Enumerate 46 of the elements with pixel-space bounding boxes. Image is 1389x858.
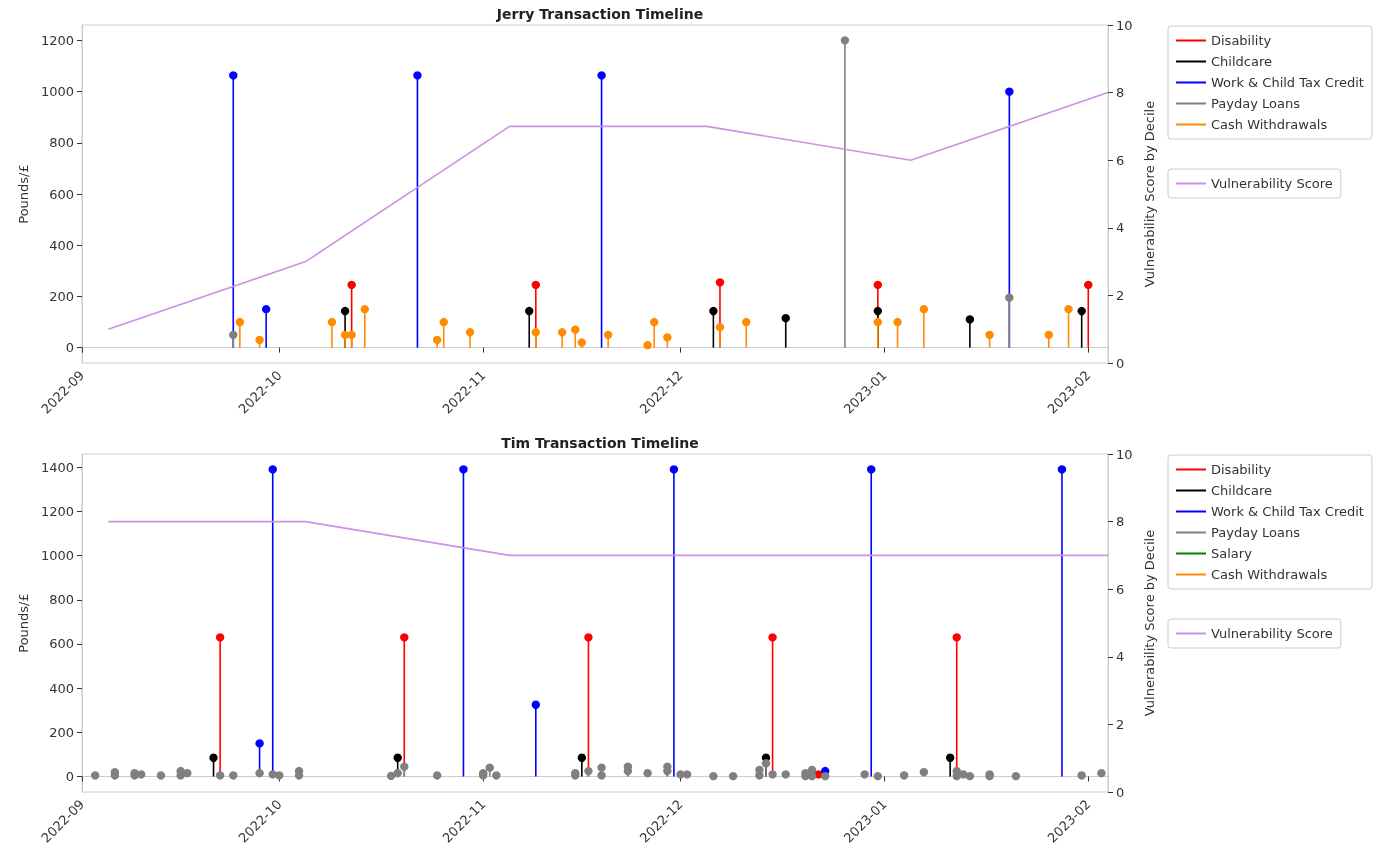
y-tick-label: 1200 <box>40 32 74 48</box>
y-tick-label: 200 <box>49 288 74 304</box>
y2-tick-label: 0 <box>1116 784 1125 800</box>
y2-axis-title: Vulnerability Score by Decile <box>1142 529 1158 717</box>
y-tick-label: 200 <box>49 724 74 740</box>
y2-tick-label: 8 <box>1116 85 1125 101</box>
y-tick-label: 0 <box>65 340 74 356</box>
y2-tick-label: 6 <box>1116 152 1125 168</box>
y-tick-label: 1000 <box>40 548 74 564</box>
legend-label: Vulnerability Score <box>1211 176 1333 191</box>
y-tick-label: 1400 <box>40 459 74 475</box>
y-tick-label: 400 <box>49 680 74 696</box>
legend-label: Childcare <box>1211 483 1272 498</box>
chart-title: Tim Transaction Timeline <box>501 435 699 451</box>
y-tick-label: 800 <box>49 592 74 608</box>
legend-label: Cash Withdrawals <box>1211 117 1328 132</box>
y-axis-title: Pounds/£ <box>16 164 31 224</box>
y-tick-label: 400 <box>49 237 74 253</box>
y2-tick-label: 8 <box>1116 514 1125 530</box>
y-tick-label: 800 <box>49 135 74 151</box>
legend-label: Work & Child Tax Credit <box>1211 504 1364 519</box>
y-tick-label: 600 <box>49 636 74 652</box>
y2-tick-label: 0 <box>1116 355 1125 371</box>
y2-axis-title: Vulnerability Score by Decile <box>1142 100 1158 288</box>
y-axis-title: Pounds/£ <box>16 593 31 653</box>
y-tick-label: 0 <box>65 769 74 785</box>
chart-title: Jerry Transaction Timeline <box>495 6 704 22</box>
legend-label: Childcare <box>1211 54 1272 69</box>
y2-tick-label: 4 <box>1116 649 1125 665</box>
y2-tick-label: 2 <box>1116 287 1125 303</box>
y2-tick-label: 4 <box>1116 220 1125 236</box>
legend-label: Disability <box>1211 462 1272 477</box>
y2-tick-label: 6 <box>1116 581 1125 597</box>
legend-label: Work & Child Tax Credit <box>1211 75 1364 90</box>
legend-label: Salary <box>1211 546 1253 561</box>
legend-label: Payday Loans <box>1211 96 1301 111</box>
y-tick-label: 1000 <box>40 84 74 100</box>
y2-tick-label: 10 <box>1116 446 1133 462</box>
legend-label: Payday Loans <box>1211 525 1301 540</box>
y2-tick-label: 2 <box>1116 716 1125 732</box>
legend-label: Vulnerability Score <box>1211 626 1333 641</box>
y-tick-label: 1200 <box>40 503 74 519</box>
legend-label: Disability <box>1211 33 1272 48</box>
legend-label: Cash Withdrawals <box>1211 567 1328 582</box>
y-tick-label: 600 <box>49 186 74 202</box>
y2-tick-label: 10 <box>1116 17 1133 33</box>
